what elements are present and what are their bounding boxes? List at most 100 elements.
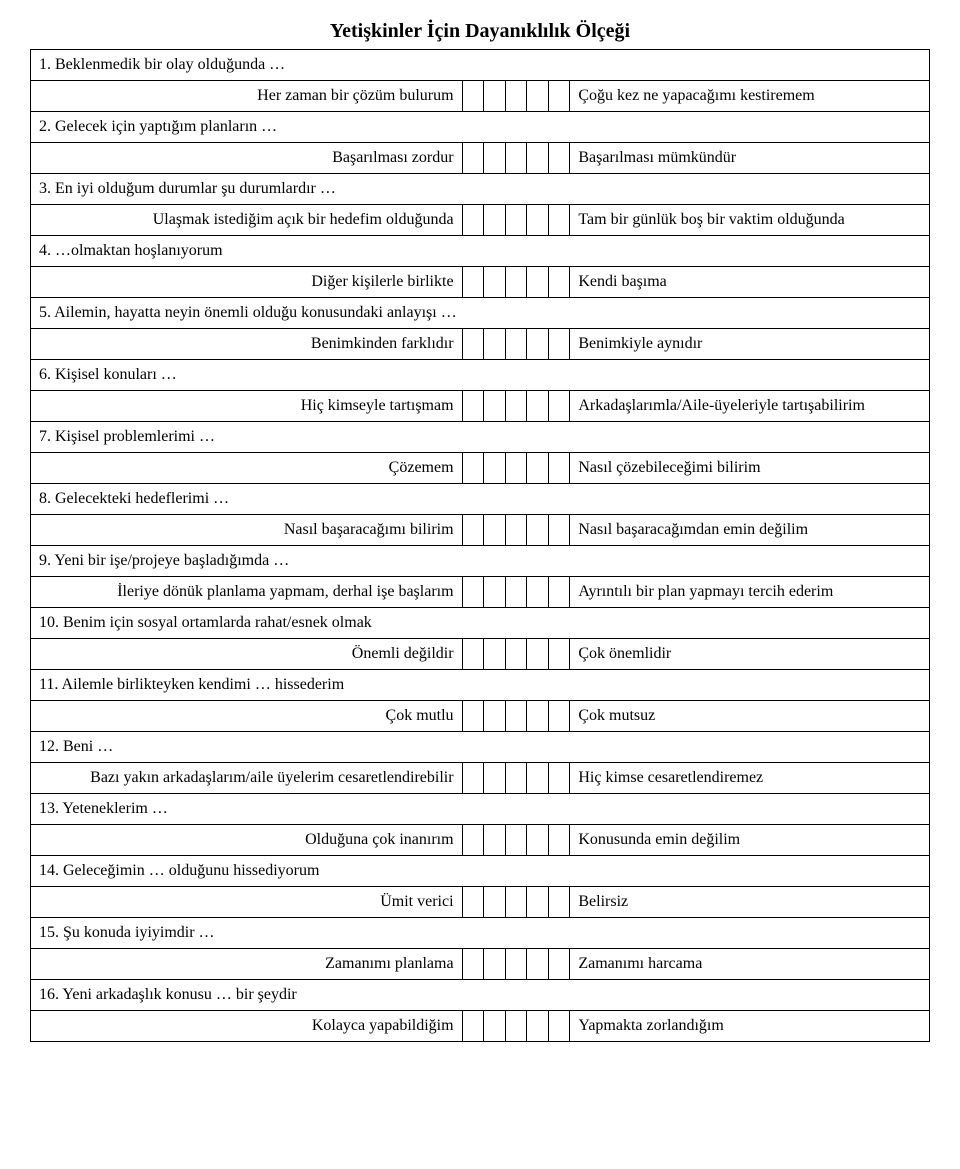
rating-box[interactable] (527, 1011, 549, 1042)
rating-box[interactable] (548, 267, 570, 298)
rating-box[interactable] (527, 453, 549, 484)
rating-box[interactable] (548, 577, 570, 608)
rating-box[interactable] (527, 577, 549, 608)
rating-box[interactable] (484, 329, 506, 360)
rating-box[interactable] (548, 763, 570, 794)
left-anchor: Hiç kimseyle tartışmam (31, 391, 463, 422)
rating-box[interactable] (548, 453, 570, 484)
rating-box[interactable] (505, 205, 527, 236)
rating-box[interactable] (462, 205, 484, 236)
question-text: 6. Kişisel konuları … (31, 360, 930, 391)
left-anchor: İleriye dönük planlama yapmam, derhal iş… (31, 577, 463, 608)
left-anchor: Başarılması zordur (31, 143, 463, 174)
rating-box[interactable] (484, 267, 506, 298)
rating-box[interactable] (527, 81, 549, 112)
rating-box[interactable] (484, 143, 506, 174)
right-anchor: Kendi başıma (570, 267, 930, 298)
rating-box[interactable] (548, 205, 570, 236)
rating-box[interactable] (462, 453, 484, 484)
rating-box[interactable] (505, 391, 527, 422)
rating-box[interactable] (527, 329, 549, 360)
rating-box[interactable] (484, 1011, 506, 1042)
rating-box[interactable] (462, 267, 484, 298)
rating-box[interactable] (505, 81, 527, 112)
rating-box[interactable] (505, 639, 527, 670)
rating-box[interactable] (462, 825, 484, 856)
rating-box[interactable] (484, 825, 506, 856)
rating-box[interactable] (527, 205, 549, 236)
question-text: 13. Yeteneklerim … (31, 794, 930, 825)
page-title: Yetişkinler İçin Dayanıklılık Ölçeği (30, 20, 930, 43)
rating-box[interactable] (462, 81, 484, 112)
resilience-scale-table: 1. Beklenmedik bir olay olduğunda …Her z… (30, 49, 930, 1042)
rating-box[interactable] (484, 515, 506, 546)
rating-box[interactable] (527, 143, 549, 174)
rating-box[interactable] (505, 701, 527, 732)
rating-box[interactable] (484, 577, 506, 608)
rating-box[interactable] (527, 267, 549, 298)
rating-box[interactable] (462, 329, 484, 360)
rating-box[interactable] (505, 949, 527, 980)
rating-box[interactable] (527, 515, 549, 546)
rating-box[interactable] (527, 887, 549, 918)
rating-box[interactable] (548, 887, 570, 918)
rating-box[interactable] (462, 763, 484, 794)
rating-box[interactable] (484, 949, 506, 980)
left-anchor: Benimkinden farklıdır (31, 329, 463, 360)
rating-box[interactable] (548, 81, 570, 112)
rating-box[interactable] (527, 639, 549, 670)
rating-box[interactable] (462, 143, 484, 174)
right-anchor: Benimkiyle aynıdır (570, 329, 930, 360)
rating-box[interactable] (484, 453, 506, 484)
rating-box[interactable] (527, 763, 549, 794)
question-text: 10. Benim için sosyal ortamlarda rahat/e… (31, 608, 930, 639)
rating-box[interactable] (462, 887, 484, 918)
rating-box[interactable] (505, 577, 527, 608)
rating-box[interactable] (505, 825, 527, 856)
rating-box[interactable] (527, 391, 549, 422)
question-text: 8. Gelecekteki hedeflerimi … (31, 484, 930, 515)
rating-box[interactable] (548, 949, 570, 980)
right-anchor: Başarılması mümkündür (570, 143, 930, 174)
rating-box[interactable] (505, 453, 527, 484)
rating-box[interactable] (484, 81, 506, 112)
rating-box[interactable] (505, 329, 527, 360)
rating-box[interactable] (484, 763, 506, 794)
rating-box[interactable] (484, 205, 506, 236)
right-anchor: Belirsiz (570, 887, 930, 918)
rating-box[interactable] (484, 639, 506, 670)
rating-box[interactable] (505, 143, 527, 174)
rating-box[interactable] (548, 329, 570, 360)
left-anchor: Bazı yakın arkadaşlarım/aile üyelerim ce… (31, 763, 463, 794)
rating-box[interactable] (548, 825, 570, 856)
rating-box[interactable] (462, 577, 484, 608)
rating-box[interactable] (505, 1011, 527, 1042)
rating-box[interactable] (462, 515, 484, 546)
rating-box[interactable] (505, 267, 527, 298)
left-anchor: Çözemem (31, 453, 463, 484)
rating-box[interactable] (527, 825, 549, 856)
rating-box[interactable] (484, 887, 506, 918)
right-anchor: Çoğu kez ne yapacağımı kestiremem (570, 81, 930, 112)
rating-box[interactable] (548, 515, 570, 546)
question-text: 15. Şu konuda iyiyimdir … (31, 918, 930, 949)
rating-box[interactable] (527, 701, 549, 732)
rating-box[interactable] (505, 887, 527, 918)
rating-box[interactable] (505, 515, 527, 546)
rating-box[interactable] (548, 639, 570, 670)
rating-box[interactable] (462, 1011, 484, 1042)
rating-box[interactable] (462, 701, 484, 732)
rating-box[interactable] (548, 1011, 570, 1042)
left-anchor: Kolayca yapabildiğim (31, 1011, 463, 1042)
rating-box[interactable] (548, 701, 570, 732)
rating-box[interactable] (548, 143, 570, 174)
rating-box[interactable] (484, 701, 506, 732)
rating-box[interactable] (548, 391, 570, 422)
rating-box[interactable] (484, 391, 506, 422)
right-anchor: Nasıl çözebileceğimi bilirim (570, 453, 930, 484)
rating-box[interactable] (505, 763, 527, 794)
rating-box[interactable] (527, 949, 549, 980)
rating-box[interactable] (462, 949, 484, 980)
rating-box[interactable] (462, 391, 484, 422)
rating-box[interactable] (462, 639, 484, 670)
